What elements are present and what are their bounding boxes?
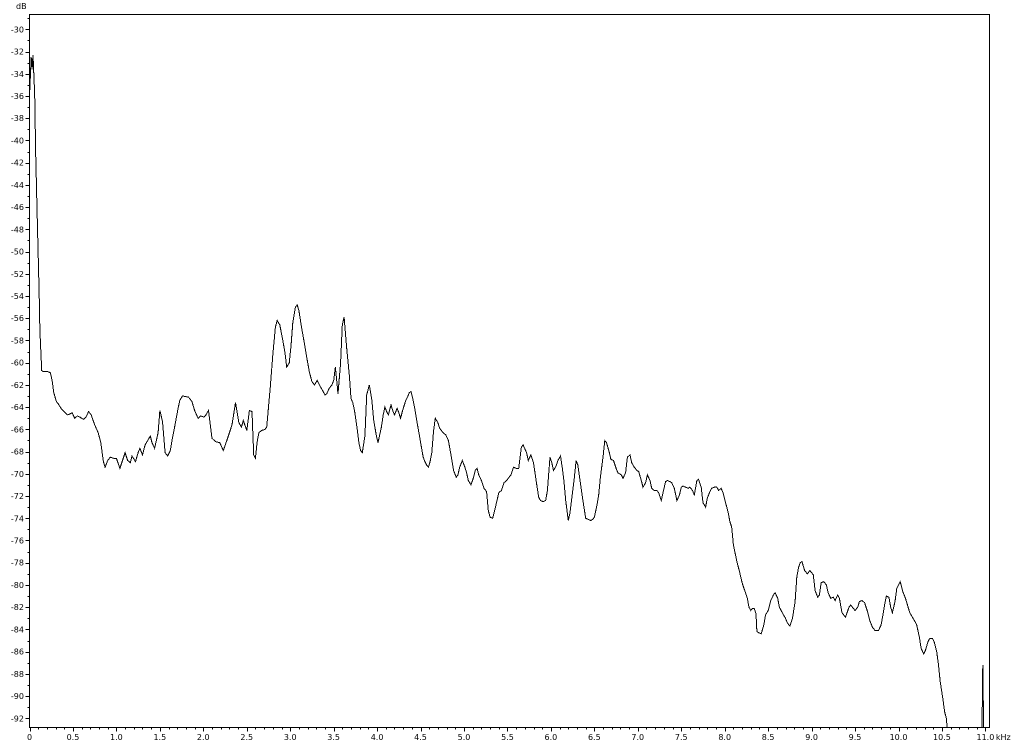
x-tick-label: 10.5 — [933, 733, 951, 742]
y-tick-label: -32 — [11, 48, 24, 57]
x-tick-label: 5.0 — [458, 733, 471, 742]
x-tick-label: 3.0 — [284, 733, 297, 742]
x-tick-label: 11.0 — [976, 733, 994, 742]
x-tick-label: 7.5 — [675, 733, 688, 742]
x-tick-label: 8.5 — [762, 733, 775, 742]
x-tick-label: 1.0 — [110, 733, 123, 742]
x-tick-label: 2.0 — [197, 733, 210, 742]
spectrum-line — [29, 54, 985, 728]
y-tick-label: -68 — [11, 448, 24, 457]
y-tick-label: -92 — [11, 714, 24, 723]
x-tick-label: 4.0 — [371, 733, 384, 742]
y-tick-label: -66 — [11, 425, 24, 434]
x-tick-label: 6.5 — [588, 733, 601, 742]
y-tick-label: -34 — [11, 70, 24, 79]
x-tick-label: 2.5 — [240, 733, 253, 742]
y-tick-label: -74 — [11, 514, 24, 523]
x-tick-label: 6.0 — [545, 733, 558, 742]
y-tick-label: -46 — [11, 203, 24, 212]
y-tick-label: -58 — [11, 336, 24, 345]
y-tick-label: -70 — [11, 470, 24, 479]
y-tick-label: -40 — [11, 136, 24, 145]
y-tick-label: -60 — [11, 359, 24, 368]
plot-border — [29, 14, 990, 728]
x-tick-label: 5.5 — [501, 733, 514, 742]
y-tick-label: -80 — [11, 581, 24, 590]
y-tick-label: -44 — [11, 181, 24, 190]
y-tick-label: -48 — [11, 225, 24, 234]
y-tick-label: -36 — [11, 92, 24, 101]
x-axis-unit-label: kHz — [996, 733, 1011, 742]
y-tick-label: -50 — [11, 248, 24, 257]
plot-area — [29, 54, 985, 728]
y-axis-ticks — [25, 18, 30, 719]
y-tick-label: -84 — [11, 625, 24, 634]
x-tick-label: 0.5 — [67, 733, 80, 742]
y-tick-label: -82 — [11, 603, 24, 612]
y-tick-label: -64 — [11, 403, 24, 412]
y-axis-tick-labels: -30 -32 -34 -36 -38 -40 -42 -44 -46 -48 -50 -52 -54 -… — [11, 25, 24, 723]
y-tick-label: -90 — [11, 692, 24, 701]
x-tick-label: 4.5 — [414, 733, 427, 742]
y-tick-label: -30 — [11, 25, 24, 34]
x-tick-label: 0 — [27, 733, 32, 742]
y-tick-label: -86 — [11, 648, 24, 657]
x-axis-ticks — [30, 727, 986, 732]
y-tick-label: -88 — [11, 670, 24, 679]
x-tick-label: 7.0 — [631, 733, 644, 742]
y-tick-label: -54 — [11, 292, 24, 301]
y-tick-label: -56 — [11, 314, 24, 323]
x-tick-label: 10.0 — [890, 733, 908, 742]
plot-frame — [29, 14, 990, 728]
y-tick-label: -72 — [11, 492, 24, 501]
y-axis-title: dB — [16, 2, 27, 11]
x-tick-label: 1.5 — [153, 733, 166, 742]
y-tick-label: -42 — [11, 159, 24, 168]
x-axis-tick-labels: 0 0.5 1.0 1.5 2.0 2.5 3.0 3.5 4.0 4.5 5.0 5.5 6.0 6.5… — [27, 733, 994, 742]
x-tick-label: 8.0 — [718, 733, 731, 742]
x-tick-label: 3.5 — [327, 733, 340, 742]
x-tick-label: 9.5 — [849, 733, 862, 742]
y-tick-label: -52 — [11, 270, 24, 279]
y-tick-label: -62 — [11, 381, 24, 390]
y-tick-label: -78 — [11, 559, 24, 568]
x-tick-label: 9.0 — [805, 733, 818, 742]
y-tick-label: -76 — [11, 536, 24, 545]
y-tick-label: -38 — [11, 114, 24, 123]
